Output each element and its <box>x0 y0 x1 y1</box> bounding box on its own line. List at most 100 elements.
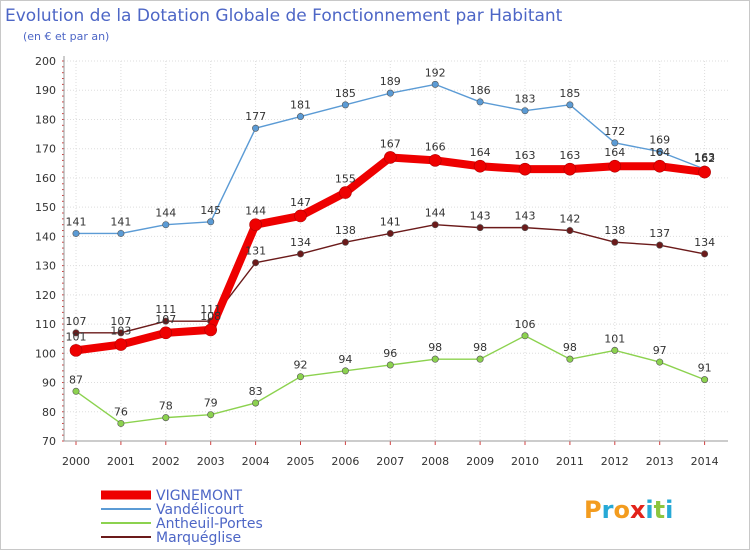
data-label: 141 <box>380 215 401 228</box>
data-label: 137 <box>649 227 670 240</box>
data-label: 145 <box>200 204 221 217</box>
y-tick-label: 120 <box>35 289 56 302</box>
data-point <box>72 329 80 337</box>
data-label: 177 <box>245 110 266 123</box>
data-point <box>386 361 394 369</box>
data-label: 111 <box>200 303 221 316</box>
logo-letter: t <box>654 496 665 524</box>
data-point <box>656 148 664 156</box>
data-label: 143 <box>470 210 491 223</box>
data-label: 107 <box>110 315 131 328</box>
data-point <box>698 165 711 179</box>
data-label: 189 <box>380 75 401 88</box>
data-point <box>608 159 622 173</box>
logo-letter: i <box>645 496 653 524</box>
data-point <box>656 358 664 366</box>
legend-label: Antheuil-Portes <box>156 516 263 532</box>
data-label: 101 <box>604 332 625 345</box>
y-tick-label: 170 <box>35 143 56 156</box>
data-point <box>69 344 83 357</box>
data-label: 91 <box>698 362 712 375</box>
data-label: 143 <box>515 210 536 223</box>
logo-letter: i <box>665 496 673 524</box>
y-tick-label: 160 <box>35 172 56 185</box>
data-label: 144 <box>425 207 446 220</box>
data-point <box>566 227 574 235</box>
data-label: 98 <box>428 341 442 354</box>
data-label: 141 <box>110 215 131 228</box>
data-label: 164 <box>649 146 670 159</box>
data-point <box>653 159 667 173</box>
data-label: 186 <box>470 84 491 97</box>
data-label: 167 <box>380 137 401 150</box>
data-label: 147 <box>290 196 311 209</box>
data-label: 92 <box>294 359 308 372</box>
x-tick-label: 2001 <box>107 455 135 468</box>
data-label: 169 <box>649 134 670 147</box>
data-point <box>252 399 260 407</box>
y-tick-label: 90 <box>42 377 56 390</box>
data-label: 87 <box>69 373 83 386</box>
data-label: 155 <box>335 173 356 186</box>
chart-title: Evolution de la Dotation Globale de Fonc… <box>5 6 563 26</box>
data-label: 107 <box>155 313 176 326</box>
data-label: 76 <box>114 405 128 418</box>
data-point <box>428 154 442 167</box>
data-label: 98 <box>563 341 577 354</box>
x-tick-label: 2004 <box>242 455 270 468</box>
data-point <box>431 80 439 88</box>
data-point <box>207 411 215 419</box>
data-label: 101 <box>66 330 87 343</box>
data-label: 78 <box>159 400 173 413</box>
y-tick-label: 140 <box>35 230 56 243</box>
data-label: 163 <box>515 149 536 162</box>
logo-letter: r <box>602 496 614 524</box>
data-label: 162 <box>694 152 715 165</box>
data-point <box>72 229 80 237</box>
grid-layer <box>64 60 728 442</box>
y-tick-label: 70 <box>42 435 56 448</box>
data-point <box>159 326 173 340</box>
y-tick-label: 130 <box>35 260 56 273</box>
data-point <box>701 376 709 384</box>
data-point <box>296 113 304 121</box>
data-label: 181 <box>290 99 311 112</box>
data-point <box>656 241 664 249</box>
data-label: 172 <box>604 125 625 138</box>
legend-label: Vandélicourt <box>156 502 244 518</box>
data-point <box>114 338 128 351</box>
data-label: 185 <box>335 87 356 100</box>
data-label: 98 <box>473 341 487 354</box>
data-label: 108 <box>200 310 221 323</box>
x-tick-label: 2010 <box>511 455 539 468</box>
data-label: 97 <box>653 344 667 357</box>
legend-label: VIGNEMONT <box>156 488 242 504</box>
data-point <box>611 139 619 147</box>
x-tick-label: 2009 <box>466 455 494 468</box>
x-tick-label: 2005 <box>287 455 315 468</box>
data-label: 138 <box>604 224 625 237</box>
data-point <box>383 151 397 164</box>
data-point <box>431 355 439 363</box>
logo-letter: P <box>584 496 602 524</box>
data-label: 166 <box>425 140 446 153</box>
data-point <box>341 101 349 109</box>
data-label: 163 <box>694 151 715 164</box>
data-point <box>476 98 484 106</box>
logo-letter: x <box>630 496 646 524</box>
series-layer <box>69 80 711 427</box>
data-point <box>162 221 170 229</box>
data-point <box>386 229 394 237</box>
data-point <box>473 159 487 173</box>
data-point <box>566 101 574 109</box>
data-label: 183 <box>515 93 536 106</box>
data-label: 141 <box>66 215 87 228</box>
data-label: 103 <box>110 325 131 338</box>
data-point <box>563 162 577 176</box>
data-point <box>117 229 125 237</box>
y-tick-label: 100 <box>35 347 56 360</box>
data-point <box>294 209 307 223</box>
data-label: 111 <box>155 303 176 316</box>
